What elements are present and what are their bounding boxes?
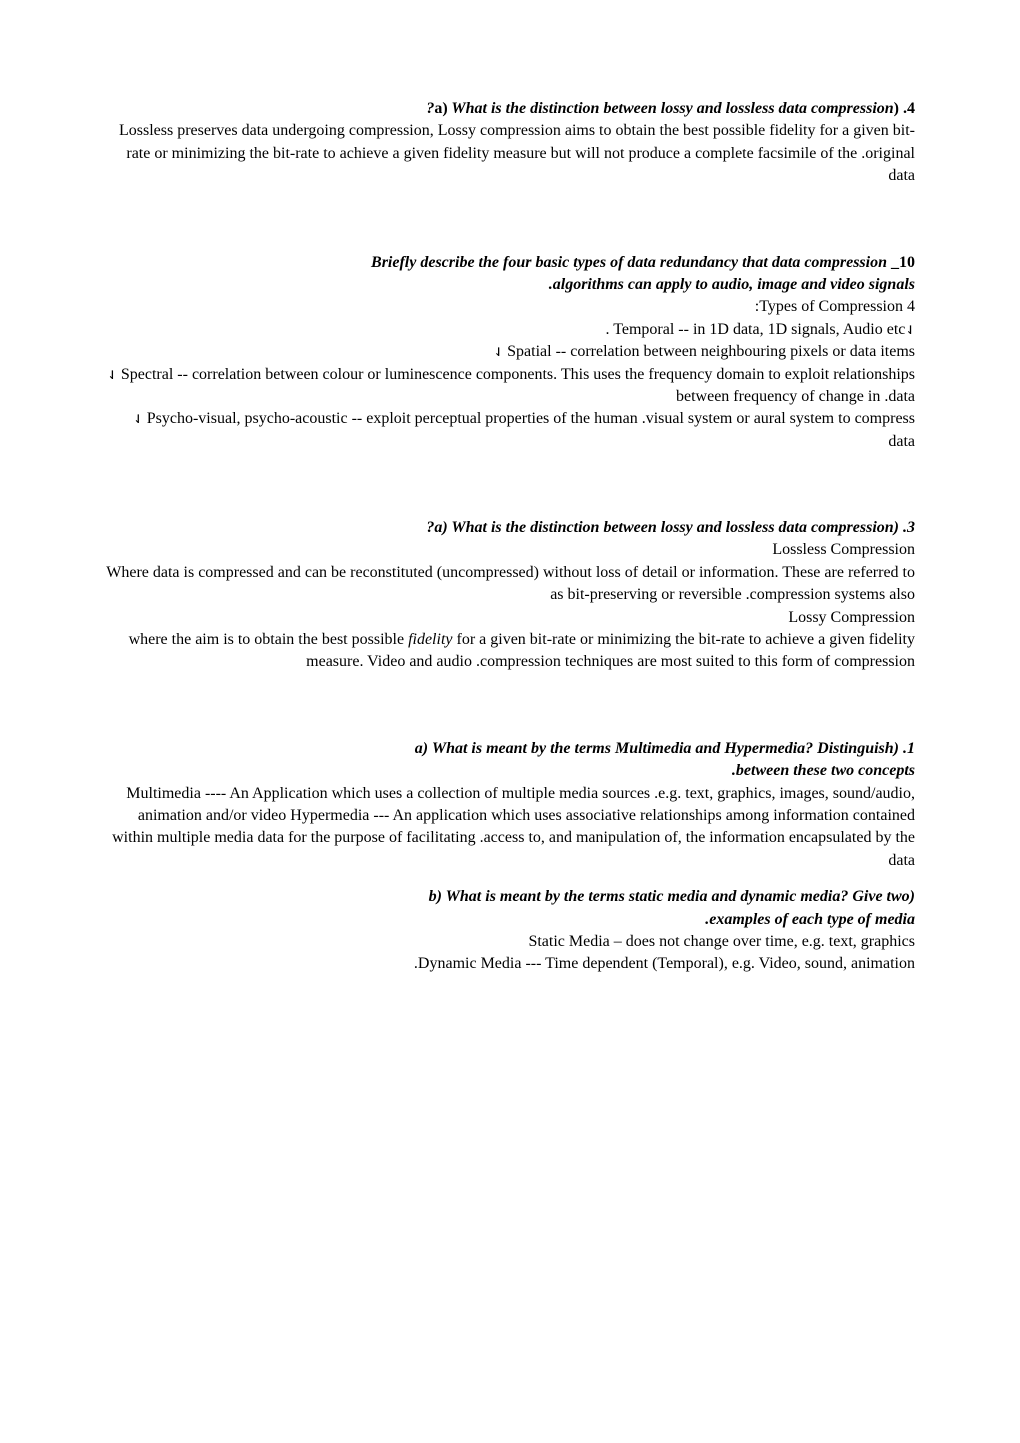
spacer — [105, 216, 915, 252]
question-10-block: Briefly describe the four basic types of… — [105, 252, 915, 454]
q10-question-line1: Briefly describe the four basic types of… — [371, 254, 887, 271]
question-3-block: ?a) What is the distinction between loss… — [105, 517, 915, 674]
q4-answer: Lossless preserves data undergoing compr… — [105, 120, 915, 187]
bullet-glyph-icon: ⇃ — [493, 343, 503, 361]
spacer — [105, 481, 915, 517]
document-page: ?a) What is the distinction between loss… — [0, 0, 1020, 1443]
q1b-line1: b) What is meant by the terms static med… — [429, 888, 910, 905]
q3-lossy-italic: fidelity — [408, 631, 452, 648]
question-3-title: ?a) What is the distinction between loss… — [105, 517, 915, 539]
q3-lossless-heading: Lossless Compression — [105, 539, 915, 561]
bullet-glyph-icon: ⇃ — [905, 321, 915, 339]
question-4-block: ?a) What is the distinction between loss… — [105, 98, 915, 188]
q4-suffix: ) .4 — [894, 100, 915, 117]
q3-question: a) What is the distinction between lossy… — [434, 519, 893, 536]
bullet-glyph-icon: ⇃ — [107, 366, 117, 384]
q1a-answer: Multimedia ---- An Application which use… — [105, 783, 915, 873]
q10-suffix: _10 — [887, 254, 915, 271]
question-4-title: ?a) What is the distinction between loss… — [105, 98, 915, 120]
question-1a-title-line1: a) What is meant by the terms Multimedia… — [105, 738, 915, 760]
q10-bullet-3-text: Spectral -- correlation between colour o… — [117, 366, 915, 405]
q10-types-heading: :Types of Compression 4 — [105, 296, 915, 318]
q1b-answer-2: .Dynamic Media --- Time dependent (Tempo… — [105, 953, 915, 975]
q1a-line1: a) What is meant by the terms Multimedia… — [415, 740, 894, 757]
question-1b-title-line1: b) What is meant by the terms static med… — [105, 886, 915, 908]
q4-question: What is the distinction between lossy an… — [448, 100, 894, 117]
q1b-suffix: ) — [910, 888, 915, 905]
q10-bullet-2-text: Spatial -- correlation between neighbour… — [503, 343, 915, 360]
q3-suffix: ) .3 — [894, 519, 915, 536]
q1b-answer-1: Static Media – does not change over time… — [105, 931, 915, 953]
spacer — [105, 702, 915, 738]
q10-bullet-4: ⇃ Psycho-visual, psycho-acoustic -- expl… — [105, 408, 915, 453]
q10-bullet-2: ⇃ Spatial -- correlation between neighbo… — [105, 341, 915, 363]
q3-lossless-body: Where data is compressed and can be reco… — [105, 562, 915, 607]
bullet-glyph-icon: ⇃ — [133, 410, 143, 428]
q3-lossy-pre: where the aim is to obtain the best poss… — [129, 631, 409, 648]
question-1-block: a) What is meant by the terms Multimedia… — [105, 738, 915, 976]
q3-lossy-heading: Lossy Compression — [105, 607, 915, 629]
q10-bullet-1-text: . Temporal -- in 1D data, 1D signals, Au… — [606, 321, 906, 338]
q1a-suffix: ) .1 — [894, 740, 915, 757]
question-10-title-line1: Briefly describe the four basic types of… — [105, 252, 915, 274]
q10-bullet-1: . Temporal -- in 1D data, 1D signals, Au… — [105, 319, 915, 341]
q4-bold-a: a) — [434, 100, 447, 117]
question-1a-title-line2: .between these two concepts — [105, 760, 915, 782]
question-10-title-line2: .algorithms can apply to audio, image an… — [105, 274, 915, 296]
q3-lossy-body: where the aim is to obtain the best poss… — [105, 629, 915, 674]
q10-bullet-3: ⇃ Spectral -- correlation between colour… — [105, 364, 915, 409]
question-1b-title-line2: .examples of each type of media — [105, 909, 915, 931]
spacer — [105, 872, 915, 886]
q10-bullet-4-text: Psycho-visual, psycho-acoustic -- exploi… — [143, 410, 915, 449]
